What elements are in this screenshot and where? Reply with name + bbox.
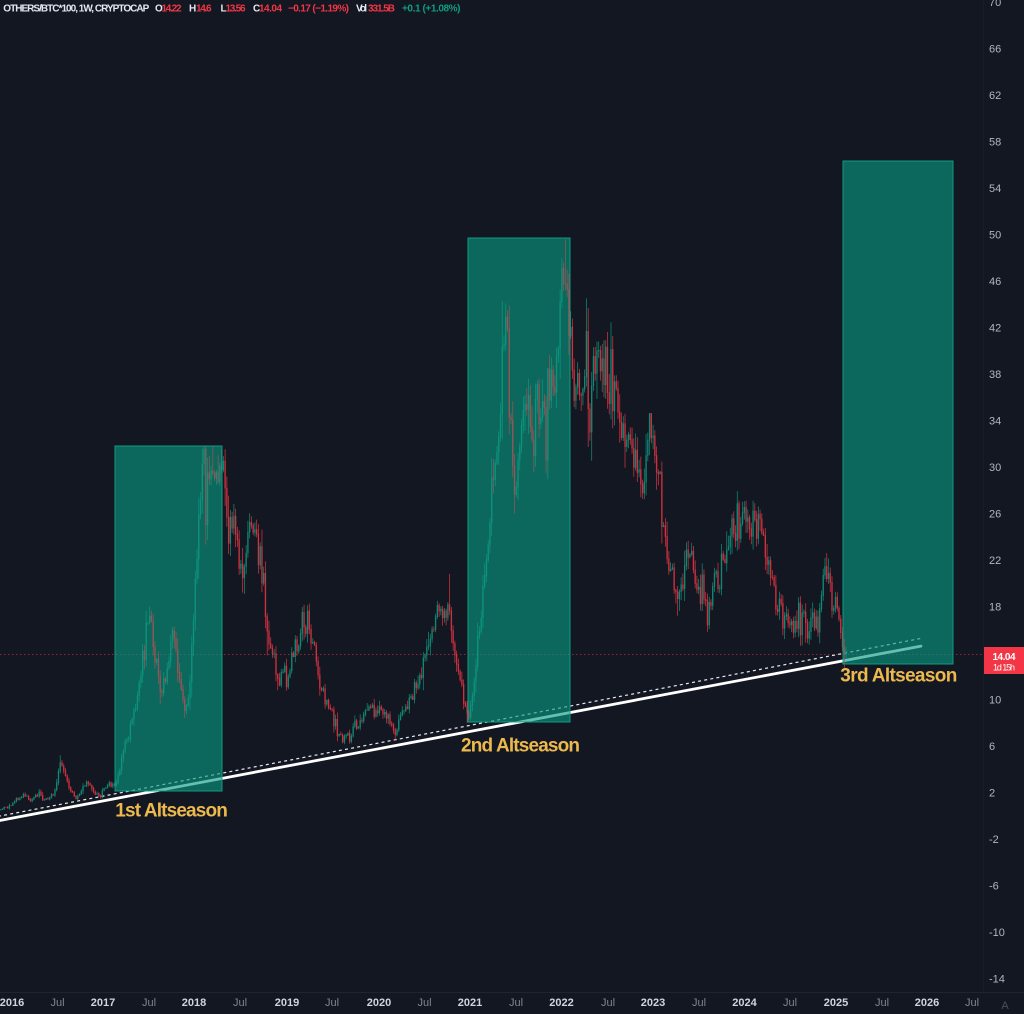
- svg-text:Jul: Jul: [965, 997, 979, 1009]
- svg-text:66: 66: [989, 43, 1001, 55]
- svg-text:2024: 2024: [732, 997, 757, 1009]
- svg-text:-2: -2: [989, 834, 999, 846]
- svg-text:Jul: Jul: [417, 997, 431, 1009]
- svg-text:22: 22: [989, 555, 1001, 567]
- svg-text:-10: -10: [989, 927, 1005, 939]
- svg-text:Jul: Jul: [233, 997, 247, 1009]
- svg-text:2025: 2025: [824, 997, 848, 1009]
- svg-text:−0.17 (−1.19%): −0.17 (−1.19%): [288, 4, 349, 15]
- svg-text:1d 15h: 1d 15h: [993, 663, 1015, 673]
- svg-text:Jul: Jul: [142, 997, 156, 1009]
- svg-text:Jul: Jul: [692, 997, 706, 1009]
- svg-text:2: 2: [989, 787, 995, 799]
- svg-text:62: 62: [989, 90, 1001, 102]
- svg-text:3rd Altseason: 3rd Altseason: [840, 666, 957, 687]
- svg-text:2018: 2018: [182, 997, 206, 1009]
- svg-text:14.6: 14.6: [196, 4, 212, 15]
- svg-text:2016: 2016: [0, 997, 24, 1009]
- svg-text:14.22: 14.22: [162, 4, 182, 15]
- svg-text:2nd Altseason: 2nd Altseason: [461, 736, 580, 757]
- svg-text:Jul: Jul: [875, 997, 889, 1009]
- svg-text:Jul: Jul: [783, 997, 797, 1009]
- svg-text:Jul: Jul: [325, 997, 339, 1009]
- svg-text:58: 58: [989, 136, 1001, 148]
- svg-text:Jul: Jul: [50, 997, 64, 1009]
- svg-text:2017: 2017: [91, 997, 115, 1009]
- svg-text:-14: -14: [989, 973, 1005, 985]
- svg-text:Jul: Jul: [601, 997, 615, 1009]
- svg-text:18: 18: [989, 601, 1001, 613]
- svg-text:2026: 2026: [915, 997, 939, 1009]
- svg-text:14.04: 14.04: [993, 652, 1016, 663]
- svg-text:1st Altseason: 1st Altseason: [115, 801, 228, 822]
- svg-text:46: 46: [989, 276, 1001, 288]
- svg-text:70: 70: [989, 0, 1001, 9]
- svg-text:+0.1 (+1.08%): +0.1 (+1.08%): [402, 4, 461, 15]
- svg-text:34: 34: [989, 415, 1001, 427]
- svg-text:331.5B: 331.5B: [368, 4, 395, 15]
- svg-text:10: 10: [989, 694, 1001, 706]
- svg-text:50: 50: [989, 229, 1001, 241]
- svg-text:A: A: [1001, 1000, 1009, 1012]
- svg-text:54: 54: [989, 183, 1001, 195]
- svg-text:6: 6: [989, 741, 995, 753]
- svg-text:2023: 2023: [641, 997, 665, 1009]
- svg-text:2020: 2020: [367, 997, 391, 1009]
- svg-text:2021: 2021: [458, 997, 482, 1009]
- svg-text:2022: 2022: [549, 997, 573, 1009]
- svg-text:38: 38: [989, 369, 1001, 381]
- svg-text:13.56: 13.56: [226, 4, 246, 15]
- svg-text:2019: 2019: [275, 997, 299, 1009]
- svg-text:-6: -6: [989, 880, 999, 892]
- svg-text:L: L: [221, 4, 227, 15]
- svg-text:Jul: Jul: [509, 997, 523, 1009]
- svg-text:C: C: [253, 4, 260, 15]
- svg-text:H: H: [189, 4, 196, 15]
- svg-text:42: 42: [989, 322, 1001, 334]
- svg-text:OTHERS/BTC*100, 1W, CRYPTOCAP: OTHERS/BTC*100, 1W, CRYPTOCAP: [3, 4, 149, 15]
- svg-text:26: 26: [989, 508, 1001, 520]
- svg-text:14.04: 14.04: [259, 4, 282, 15]
- svg-text:30: 30: [989, 462, 1001, 474]
- svg-text:O: O: [155, 4, 163, 15]
- svg-text:Vol: Vol: [356, 4, 367, 15]
